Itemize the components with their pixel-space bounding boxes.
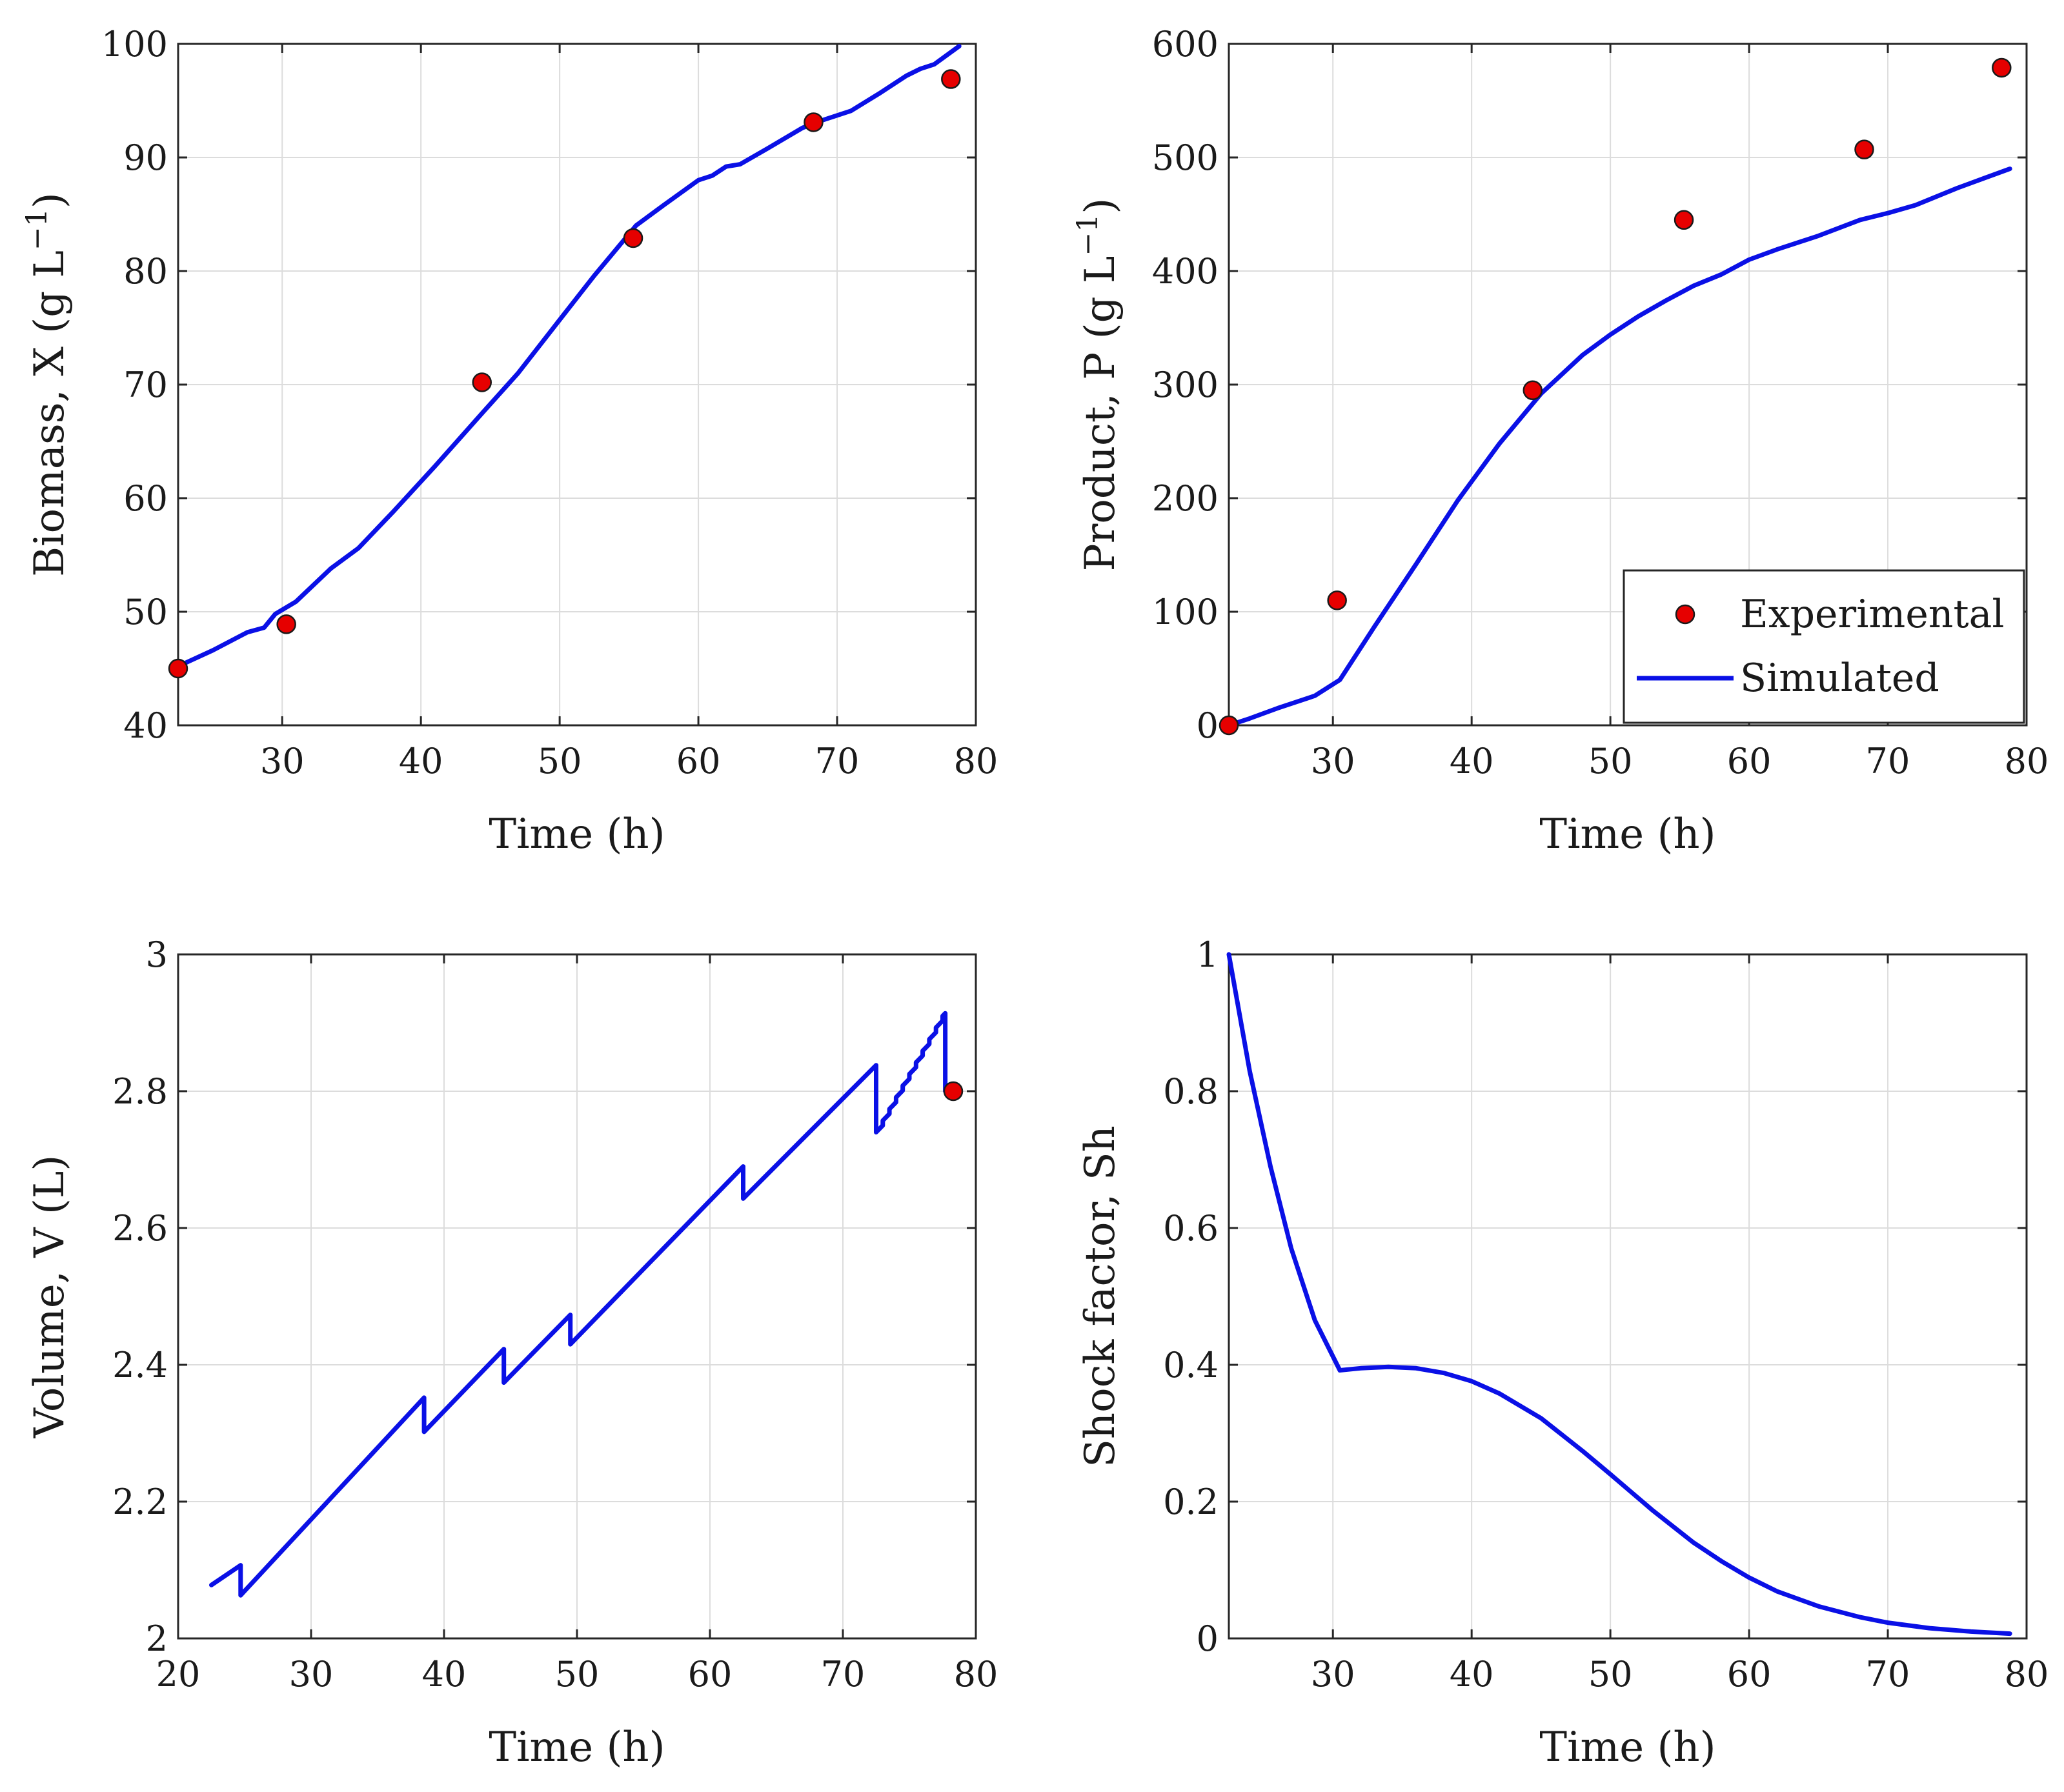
y-tick-label: 600: [1152, 24, 1219, 65]
y-axis-label: Biomass, X (g L−1): [21, 192, 74, 577]
x-tick-label: 70: [815, 741, 860, 781]
y-tick-label: 300: [1152, 365, 1219, 405]
x-tick-label: 70: [1866, 741, 1910, 781]
x-axis-label: Time (h): [1539, 810, 1715, 858]
y-tick-label: 0.6: [1163, 1208, 1219, 1249]
y-tick-label: 2.8: [112, 1071, 168, 1112]
y-tick-label: 40: [123, 705, 168, 746]
simulated-line: [209, 1011, 962, 1598]
experimental-point: [276, 614, 296, 634]
chart-biomass: 30 40 50 60 70 80 40 50 60 70 80 90 100 Time (h) Bioma…: [21, 24, 998, 858]
x-tick-label: 80: [954, 741, 998, 781]
experimental-point: [943, 1081, 964, 1102]
experimental-point: [1854, 139, 1874, 159]
plot-frame: [1228, 43, 2028, 727]
experimental-point: [941, 69, 961, 89]
y-tick-label: 60: [123, 478, 168, 519]
experimental-point: [623, 228, 643, 248]
experimental-point: [1992, 57, 2012, 78]
x-tick-label: 40: [1450, 741, 1494, 781]
x-tick-label: 60: [1727, 1654, 1772, 1695]
x-tick-label: 80: [954, 1654, 998, 1695]
y-tick-label: 2.6: [112, 1208, 168, 1249]
y-tick-label: 2.4: [112, 1345, 168, 1385]
y-tick-label: 0: [1197, 1618, 1219, 1659]
x-axis-label: Time (h): [1539, 1724, 1715, 1771]
experimental-point: [1523, 380, 1543, 401]
x-axis-label: Time (h): [489, 1724, 665, 1771]
x-tick-label: 60: [676, 741, 721, 781]
y-tick-label: 0.8: [1163, 1071, 1219, 1112]
x-tick-label: 30: [260, 741, 305, 781]
legend-label-simulated: Simulated: [1740, 656, 1939, 701]
y-tick-label: 2: [146, 1618, 168, 1659]
y-tick-label: 500: [1152, 137, 1219, 178]
legend: Experimental Simulated: [1623, 569, 2025, 724]
experimental-point: [1219, 715, 1239, 736]
y-tick-label: 50: [123, 592, 168, 632]
x-tick-label: 30: [1311, 741, 1355, 781]
chart-volume: 20 30 40 50 60 70 80 2 2.2 2.4 2.6 2.8 3 Time (h) Volu…: [26, 934, 998, 1771]
experimental-point: [472, 372, 492, 392]
experimental-point: [168, 658, 188, 679]
x-tick-label: 50: [1588, 741, 1633, 781]
y-tick-label: 100: [101, 24, 168, 65]
y-tick-label: 1: [1197, 934, 1219, 975]
legend-label-experimental: Experimental: [1740, 592, 2005, 637]
chart-product: 30 40 50 60 70 80 0 100 200 300 400 500 600 Time (h) P…: [1071, 24, 2049, 858]
y-tick-label: 0: [1197, 705, 1219, 746]
legend-box: [1623, 569, 2025, 724]
y-tick-label: 0.2: [1163, 1482, 1219, 1522]
x-tick-label: 60: [1727, 741, 1772, 781]
simulated-line: [1226, 166, 2012, 728]
plot-frame: [1228, 953, 2028, 1640]
y-axis-label: Product, P (g L−1): [1071, 198, 1124, 572]
x-tick-label: 30: [1311, 1654, 1355, 1695]
x-tick-label: 20: [156, 1654, 201, 1695]
y-tick-label: 90: [123, 137, 168, 178]
x-tick-label: 70: [821, 1654, 865, 1695]
simulated-line: [1226, 952, 2012, 1636]
experimental-point: [1674, 210, 1694, 230]
y-axis-label: Volume, V (L): [26, 1155, 74, 1439]
plot-frame: [177, 43, 977, 727]
experimental-point: [1327, 590, 1347, 610]
x-tick-label: 30: [289, 1654, 334, 1695]
y-tick-label: 0.4: [1163, 1345, 1219, 1385]
x-tick-label: 60: [688, 1654, 733, 1695]
x-tick-label: 50: [555, 1654, 600, 1695]
y-tick-label: 80: [123, 251, 168, 292]
simulated-line: [176, 44, 962, 669]
legend-marker-experimental: [1675, 604, 1695, 625]
x-tick-label: 50: [538, 741, 582, 781]
x-tick-label: 70: [1866, 1654, 1910, 1695]
y-tick-label: 2.2: [112, 1482, 168, 1522]
plot-frame: [177, 953, 977, 1640]
y-tick-label: 70: [123, 365, 168, 405]
x-tick-label: 40: [1450, 1654, 1494, 1695]
y-axis-label: Shock factor, Sh: [1077, 1125, 1124, 1467]
x-tick-label: 50: [1588, 1654, 1633, 1695]
x-tick-label: 80: [2005, 1654, 2049, 1695]
x-tick-label: 80: [2005, 741, 2049, 781]
y-tick-label: 200: [1152, 478, 1219, 519]
x-tick-label: 40: [422, 1654, 467, 1695]
x-tick-label: 40: [399, 741, 443, 781]
chart-shock: 30 40 50 60 70 80 0 0.2 0.4 0.6 0.8 1 Time (h) Shock …: [1077, 934, 2049, 1771]
experimental-point: [804, 112, 824, 132]
x-axis-label: Time (h): [489, 810, 665, 858]
y-tick-label: 3: [146, 934, 168, 975]
y-tick-label: 400: [1152, 251, 1219, 292]
y-tick-label: 100: [1152, 592, 1219, 632]
